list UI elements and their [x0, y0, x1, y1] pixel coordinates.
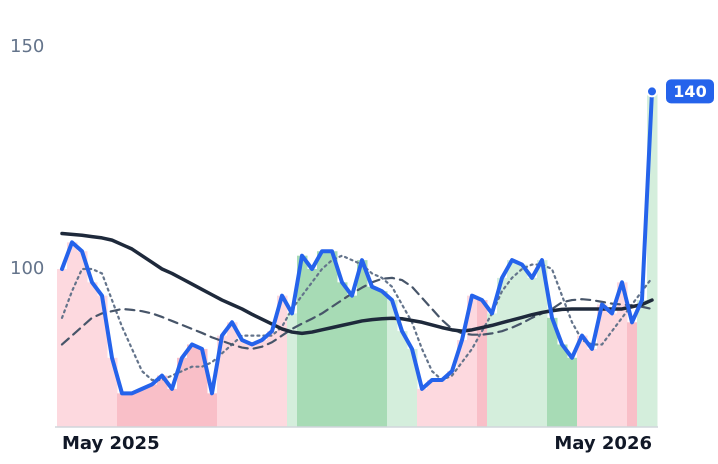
regime-band	[297, 255, 308, 427]
regime-band	[427, 380, 438, 427]
regime-band	[477, 300, 488, 427]
regime-band	[537, 260, 548, 427]
regime-band	[87, 282, 98, 427]
regime-band	[437, 380, 448, 427]
regime-band	[57, 269, 68, 427]
regime-band	[147, 384, 158, 427]
regime-band	[577, 335, 588, 427]
regime-band	[457, 340, 468, 427]
regime-band	[447, 371, 458, 427]
regime-band	[647, 91, 658, 428]
regime-band	[547, 317, 558, 427]
regime-band	[97, 295, 108, 427]
regime-band	[77, 251, 88, 427]
regime-band	[357, 260, 368, 427]
last-point	[646, 85, 658, 98]
regime-band	[157, 375, 168, 427]
regime-band	[487, 313, 498, 427]
regime-band	[267, 331, 278, 427]
regime-band	[527, 277, 538, 427]
regime-band	[337, 282, 348, 427]
regime-band	[617, 282, 628, 427]
regime-band	[567, 357, 578, 427]
regime-band	[137, 388, 148, 427]
regime-band	[167, 388, 178, 427]
regime-band	[217, 335, 228, 427]
regime-band	[637, 300, 648, 427]
regime-band	[287, 313, 298, 427]
regime-band	[557, 344, 568, 427]
last-badge	[666, 79, 714, 104]
average-line	[60, 276, 654, 351]
x-tick-label: May 2025	[62, 433, 160, 454]
regime-band	[517, 264, 528, 427]
regime-band	[127, 393, 138, 427]
regime-band	[467, 295, 478, 427]
regime-band	[587, 348, 598, 427]
regime-band	[387, 300, 398, 427]
regime-band	[237, 340, 248, 427]
regime-band	[207, 393, 218, 427]
regime-band	[307, 269, 318, 427]
average-line	[60, 254, 654, 382]
regime-band	[347, 295, 358, 427]
x-tick-label: May 2026	[554, 433, 652, 454]
regime-band	[187, 344, 198, 427]
regime-band	[497, 277, 508, 427]
regime-band	[607, 313, 618, 427]
regime-band	[257, 340, 268, 427]
y-tick-label: 150	[10, 36, 44, 57]
regime-band	[277, 295, 288, 427]
regime-band	[397, 331, 408, 427]
regime-band	[227, 322, 238, 427]
regime-band	[507, 260, 518, 427]
regime-band	[597, 304, 608, 427]
regime-band	[407, 348, 418, 427]
regime-band	[107, 357, 118, 427]
regime-band	[377, 291, 388, 427]
y-tick-label: 100	[10, 258, 44, 279]
regime-band	[197, 348, 208, 427]
regime-band	[177, 357, 188, 427]
last-value-label: 140	[673, 82, 706, 101]
regime-band	[117, 393, 128, 427]
regime-band	[627, 322, 638, 427]
regime-band	[317, 251, 328, 427]
regime-band	[247, 344, 258, 427]
regime-band	[327, 251, 338, 427]
regime-band	[417, 388, 428, 427]
average-line	[60, 231, 654, 336]
price-line	[60, 89, 654, 396]
regime-band	[367, 286, 378, 427]
